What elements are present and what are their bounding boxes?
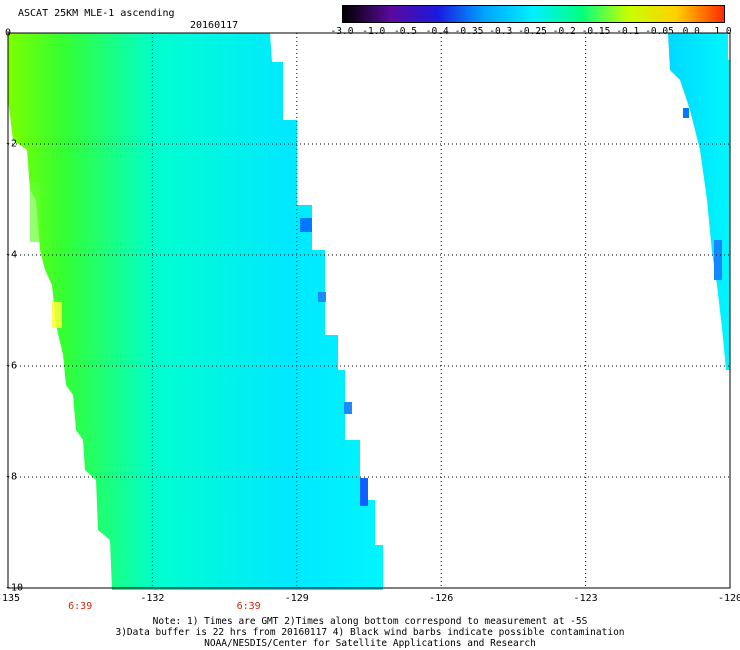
- pixel-blue: [318, 292, 326, 302]
- note-line-3: NOAA/NESDIS/Center for Satellite Applica…: [204, 638, 536, 649]
- colorbar-tick-label: 1.0: [714, 26, 732, 37]
- colorbar-tick-label: -0.15: [581, 26, 611, 37]
- pixel-blue: [344, 402, 352, 414]
- swath-left: [8, 33, 383, 590]
- footer-notes: Note: 1) Times are GMT 2)Times along bot…: [0, 616, 740, 649]
- colorbar: [342, 5, 725, 23]
- colorbar-tick-label: -0.35: [454, 26, 484, 37]
- map-date: 20160117: [190, 20, 239, 31]
- x-tick-label: -129: [284, 593, 309, 604]
- colorbar-tick-label: -0.4: [425, 26, 449, 37]
- y-tick-label: 0: [5, 27, 12, 39]
- pixel-blue: [683, 108, 689, 118]
- x-tick-label: -132: [140, 593, 165, 604]
- pixel-blue: [360, 478, 368, 506]
- colorbar-tick-label: -0.05: [645, 26, 674, 37]
- pixel-blue: [300, 218, 312, 232]
- y-tick-label: -4: [5, 249, 18, 261]
- x-tick-label: -120: [717, 593, 740, 604]
- x-tick-label: -123: [573, 593, 598, 604]
- x-tick-label: -126: [429, 593, 454, 604]
- x-tick-label: -135: [0, 593, 21, 604]
- note-line-1: Note: 1) Times are GMT 2)Times along bot…: [152, 616, 588, 627]
- colorbar-tick-label: -0.2: [552, 26, 576, 37]
- colorbar-tick-label: -0.25: [518, 26, 547, 37]
- colorbar-tick-label: 0.0: [682, 26, 700, 37]
- colorbar-tick-label: -3.0: [330, 26, 354, 37]
- y-tick-label: -10: [5, 582, 24, 594]
- colorbar-tick-label: -1.0: [362, 26, 386, 37]
- swath-right: [668, 33, 730, 370]
- y-tick-label: -8: [5, 471, 18, 483]
- map-frame: [7, 32, 731, 589]
- y-tick-label: -6: [5, 360, 18, 372]
- pixel-blue: [714, 240, 722, 280]
- colorbar-tick-label: -0.5: [394, 26, 417, 37]
- map-title: ASCAT 25KM MLE-1 ascending: [18, 8, 175, 19]
- colorbar-tick-label: -0.3: [489, 26, 513, 37]
- note-line-2: 3)Data buffer is 22 hrs from 20160117 4)…: [115, 627, 625, 638]
- y-tick-label: -2: [5, 138, 18, 150]
- time-label: 6:39: [68, 601, 93, 612]
- time-label: 6:39: [236, 601, 261, 612]
- pixel-yellow: [52, 302, 62, 328]
- pixel-green: [30, 182, 40, 242]
- graticule: [8, 33, 730, 588]
- colorbar-tick-label: -0.1: [616, 26, 640, 37]
